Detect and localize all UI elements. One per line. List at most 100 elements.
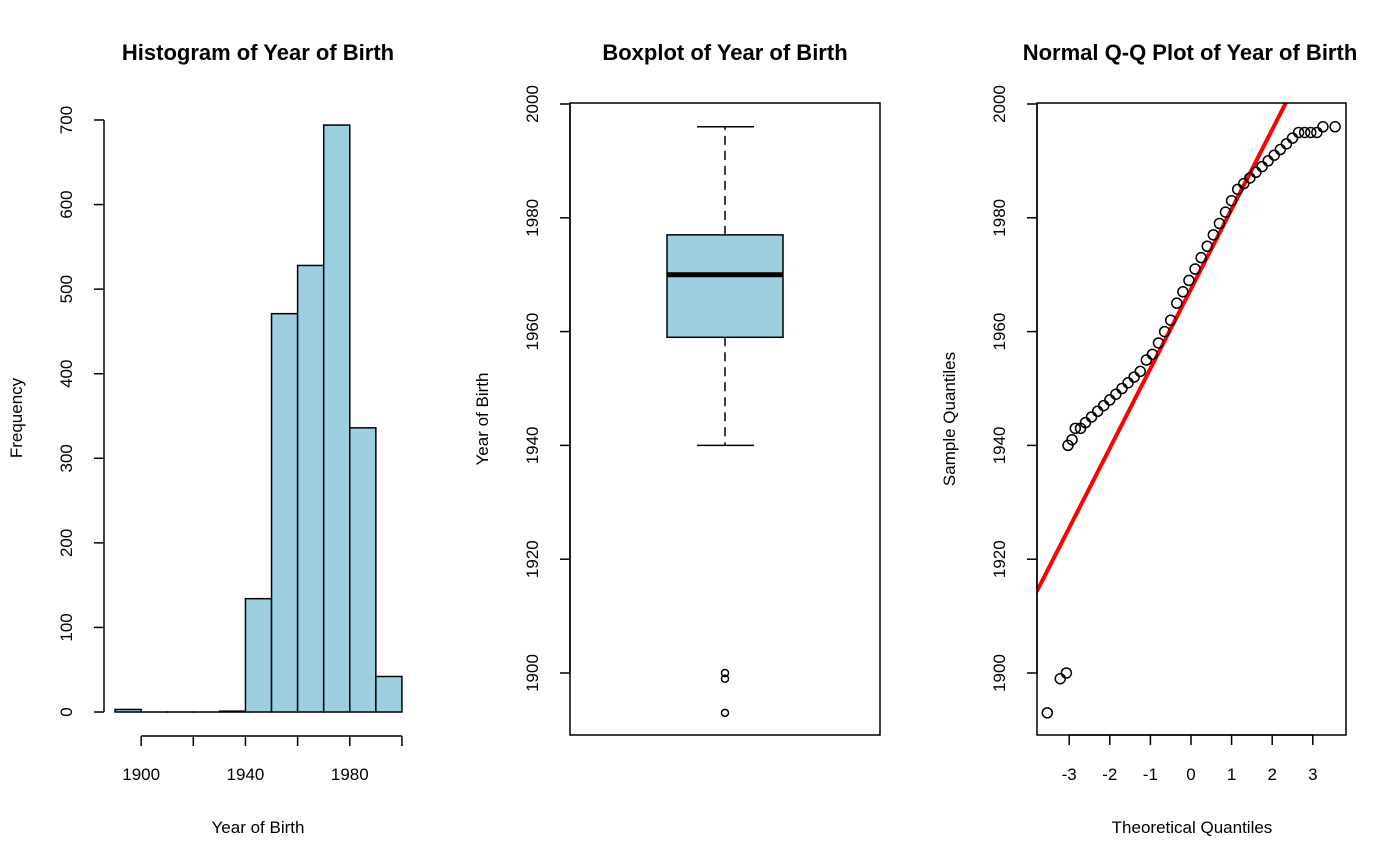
qq-point	[1146, 348, 1159, 361]
qq-x-tick-label: -2	[1102, 765, 1117, 784]
boxplot-y-tick-label: 1920	[523, 540, 542, 578]
qq-point	[1110, 388, 1122, 400]
histogram-y-tick-label: 300	[57, 444, 76, 472]
histogram-x-tick-label: 1900	[122, 765, 160, 784]
boxplot-y-label: Year of Birth	[473, 373, 492, 466]
boxplot-y-tick-label: 2000	[523, 85, 542, 123]
qq-point	[1317, 121, 1329, 133]
qq-point	[1256, 160, 1268, 173]
histogram-y-tick-label: 700	[57, 106, 76, 134]
histogram-x-label: Year of Birth	[212, 818, 305, 837]
histogram-x-tick-label: 1980	[331, 765, 369, 784]
histogram-y-tick-label: 600	[57, 190, 76, 218]
histogram-title: Histogram of Year of Birth	[122, 40, 394, 65]
boxplot-y-tick-label: 1940	[523, 426, 542, 464]
qq-point	[1097, 399, 1110, 412]
qq-point	[1054, 672, 1067, 685]
qq-point	[1201, 240, 1213, 252]
qq-point	[1189, 263, 1201, 275]
histogram-bar	[322, 124, 351, 713]
qq-reference-line-group	[1037, 103, 1289, 593]
boxplot-y-axis: 1900 1920 1940 1960 1980 2000	[523, 85, 571, 692]
histogram-y-tick-label: 200	[57, 529, 76, 557]
qq-x-tick-label: 1	[1227, 765, 1236, 784]
qq-point	[1171, 297, 1183, 309]
qq-x-tick-label: 0	[1186, 765, 1195, 784]
qq-point	[1244, 172, 1256, 184]
qq-point	[1062, 439, 1074, 452]
histogram-y-tick-label: 0	[57, 707, 76, 716]
qq-point	[1262, 155, 1274, 167]
histogram-y-axis: 0 100 200 300 400 500 600 700	[57, 106, 105, 717]
histogram-bar	[375, 675, 403, 713]
qq-x-tick-label: 3	[1308, 765, 1317, 784]
qq-point	[1286, 132, 1299, 144]
qq-point	[1213, 217, 1226, 230]
histogram-bar	[296, 264, 325, 713]
qq-point	[1250, 166, 1262, 179]
boxplot-outlier	[720, 674, 730, 683]
qq-y-tick-label: 1980	[990, 199, 1009, 237]
boxplot-y-tick-label: 1980	[523, 199, 542, 237]
qq-point	[1298, 126, 1311, 139]
boxplot-y-tick-label: 1960	[523, 313, 542, 351]
qq-plot-frame	[1036, 102, 1347, 736]
boxplot-outlier	[720, 708, 730, 718]
qq-point	[1292, 126, 1305, 139]
qq-x-axis: -3 -2 -1 0 1 2 3	[1062, 734, 1318, 784]
qq-x-tick-label: -3	[1062, 765, 1077, 784]
qq-point	[1164, 314, 1177, 326]
qq-point	[1134, 365, 1146, 378]
qq-point	[1231, 183, 1244, 196]
qq-reference-line	[1037, 103, 1289, 593]
qq-point	[1116, 382, 1128, 395]
qq-point	[1207, 229, 1220, 241]
qq-point	[1104, 394, 1116, 406]
qq-point	[1140, 354, 1153, 366]
boxplot-box	[666, 234, 784, 339]
qq-point	[1066, 433, 1078, 446]
qq-y-tick-label: 1940	[990, 426, 1009, 464]
qq-x-label: Theoretical Quantiles	[1112, 818, 1273, 837]
qq-point	[1079, 416, 1092, 429]
qq-point	[1128, 371, 1140, 383]
histogram-bar	[270, 312, 299, 713]
boxplot-outlier	[720, 668, 730, 678]
qq-x-tick-label: 2	[1267, 765, 1276, 784]
qq-point	[1060, 667, 1073, 679]
qq-panel: Normal Q-Q Plot of Year of Birth -3 -2 -1 0…	[940, 40, 1357, 837]
histogram-bars	[114, 124, 403, 713]
histogram-y-label: Frequency	[7, 377, 26, 458]
histogram-bar	[244, 597, 273, 713]
boxplot-y-tick-label: 1900	[523, 654, 542, 692]
qq-point	[1274, 143, 1287, 156]
qq-point	[1041, 707, 1054, 719]
qq-point	[1122, 377, 1134, 389]
qq-point	[1091, 405, 1104, 418]
boxplot-panel: Boxplot of Year of Birth 1900 1920 1940 196…	[473, 40, 881, 736]
histogram-x-axis: 1900 1940 1980	[122, 735, 403, 784]
qq-x-tick-label: -1	[1143, 765, 1158, 784]
histogram-bar	[349, 427, 377, 713]
qq-point	[1268, 149, 1280, 161]
qq-point	[1311, 126, 1323, 139]
qq-point	[1158, 325, 1171, 338]
qq-point	[1152, 337, 1165, 349]
qq-y-tick-label: 1900	[990, 654, 1009, 692]
qq-point	[1225, 194, 1238, 207]
histogram-y-tick-label: 500	[57, 275, 76, 303]
qq-point	[1085, 411, 1098, 423]
qq-point	[1195, 251, 1207, 264]
boxplot-title: Boxplot of Year of Birth	[602, 40, 847, 65]
qq-point	[1183, 274, 1195, 287]
qq-point	[1238, 177, 1250, 190]
qq-point	[1219, 206, 1232, 218]
qq-point	[1280, 138, 1293, 150]
qq-point	[1069, 422, 1082, 435]
histogram-y-tick-label: 400	[57, 360, 76, 388]
qq-y-tick-label: 1920	[990, 540, 1009, 578]
qq-points	[1041, 121, 1341, 719]
histogram-y-tick-label: 100	[57, 613, 76, 641]
qq-point	[1305, 126, 1317, 139]
